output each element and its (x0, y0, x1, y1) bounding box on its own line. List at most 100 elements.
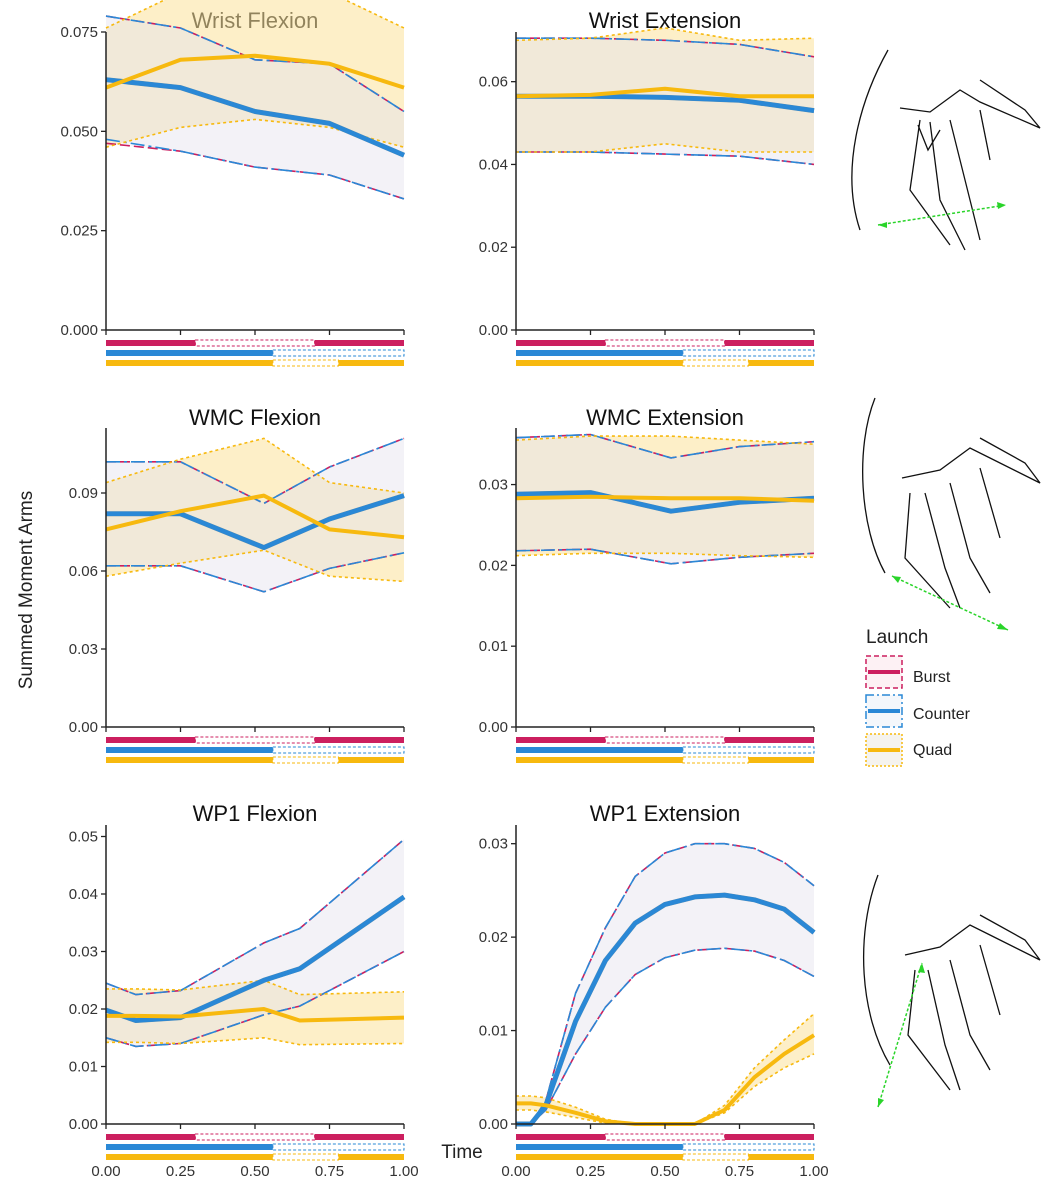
phase-bar-burst-solid (516, 737, 606, 743)
legend-label-quad: Quad (913, 742, 952, 759)
bound-upper-quad (515, 435, 815, 445)
phase-bar-counter-dashed (682, 349, 815, 357)
pterosaur-skeleton-wp1-axis-icon (862, 874, 1041, 1108)
mean-line-counter (105, 77, 405, 158)
x-tick-label: 0.75 (315, 1163, 344, 1179)
bound-lower-counter (105, 950, 405, 1048)
y-axis-title: Summed Moment Arms (16, 491, 37, 690)
x-tick-label: 0.25 (166, 1163, 195, 1179)
legend-item-burst: Burst (865, 655, 951, 689)
phase-bar-quad-solid (338, 757, 404, 763)
phase-bar-quad-solid (338, 1154, 404, 1160)
y-tick-label: 0.01 (479, 1023, 508, 1040)
phase-bar-quad-dashed (272, 1153, 339, 1161)
y-tick-label: 0.075 (60, 24, 98, 41)
band-counter (516, 38, 814, 165)
bound-upper-quad (106, 979, 405, 996)
phase-bar-burst-solid (724, 340, 814, 346)
y-tick-label: 0.03 (69, 944, 98, 961)
phase-bar-quad-solid (106, 757, 273, 763)
phase-bar-quad-dashed (682, 359, 749, 367)
phase-bar-burst-dashed (194, 736, 316, 744)
x-tick-label: 0.25 (576, 1163, 605, 1179)
legend-item-counter: Counter (865, 694, 971, 728)
phase-bar-burst-dashed (194, 1133, 316, 1141)
band-burst (106, 839, 404, 1047)
phase-bar-quad-solid (106, 360, 273, 366)
bound-upper-quad (105, 437, 405, 494)
bound-upper-counter (515, 433, 815, 459)
panel-wp1-flexion: WP1 Flexion 0.00 0.01 0.02 0.03 0.04 0.05 0.00 0… (69, 801, 419, 1179)
y-tick-label: 0.025 (60, 223, 98, 240)
phase-bar-quad-solid (748, 757, 814, 763)
phase-bar-quad-dashed (272, 359, 339, 367)
band-counter (106, 839, 404, 1047)
phase-bar-burst-dashed (604, 1133, 726, 1141)
panel-wmc-flexion: WMC Flexion 0.00 0.03 0.06 0.09 (69, 405, 405, 764)
phase-bar-quad-dashed (272, 756, 339, 764)
x-tick-label: 0.00 (91, 1163, 120, 1179)
phase-bar-counter-dashed (682, 746, 815, 754)
bound-lower-counter (106, 552, 405, 593)
x-tick-label: 1.00 (799, 1163, 828, 1179)
bound-upper-counter (106, 437, 405, 505)
y-tick-label: 0.09 (69, 485, 98, 502)
phase-bar-quad-solid (106, 1154, 273, 1160)
x-tick-label: 0.50 (240, 1163, 269, 1179)
y-tick-label: 0.04 (69, 886, 98, 903)
phase-bar-counter-solid (516, 1144, 683, 1150)
y-tick-label: 0.02 (69, 1001, 98, 1018)
mean-line-quad (515, 494, 815, 503)
phase-bar-burst-solid (106, 737, 196, 743)
legend: Launch Burst Counter Quad (865, 627, 971, 767)
bound-upper-counter (105, 838, 405, 996)
phase-bar-quad-solid (516, 1154, 683, 1160)
bound-lower-quad (515, 552, 815, 559)
y-tick-label: 0.02 (479, 239, 508, 256)
phase-bar-counter-dashed (272, 1143, 405, 1151)
y-tick-label: 0.000 (60, 322, 98, 339)
phase-bar-burst-dashed (194, 339, 316, 347)
bound-lower-quad (106, 1036, 405, 1046)
band-quad (106, 438, 404, 582)
legend-item-quad: Quad (865, 733, 952, 767)
y-tick-label: 0.03 (69, 641, 98, 658)
phase-bar-counter-dashed (272, 349, 405, 357)
phase-bar-burst-dashed (604, 339, 726, 347)
band-counter (106, 438, 404, 592)
chart-title: WMC Extension (586, 405, 744, 430)
mean-line-quad (515, 86, 814, 99)
phase-bar-counter-dashed (272, 746, 405, 754)
y-tick-label: 0.06 (479, 74, 508, 91)
y-tick-label: 0.05 (69, 829, 98, 846)
x-axis-title: Time (441, 1142, 483, 1163)
phase-bar-quad-dashed (682, 756, 749, 764)
legend-label-counter: Counter (913, 706, 971, 723)
bound-lower-burst (516, 947, 815, 1125)
chart-title: WP1 Flexion (193, 801, 318, 826)
chart-title: WP1 Extension (590, 801, 740, 826)
phase-bar-quad-solid (516, 360, 683, 366)
y-tick-label: 0.00 (479, 1116, 508, 1133)
phase-bar-counter-solid (516, 747, 683, 753)
x-tick-label: 0.50 (650, 1163, 679, 1179)
phase-bar-counter-solid (106, 1144, 273, 1150)
y-tick-label: 0.03 (479, 836, 508, 853)
band-quad (106, 980, 404, 1045)
y-tick-label: 0.02 (479, 557, 508, 574)
phase-bar-quad-solid (748, 360, 814, 366)
pterosaur-skeleton-wmc-axis-icon (862, 397, 1041, 631)
phase-bar-burst-solid (314, 340, 404, 346)
phase-bar-counter-solid (106, 350, 273, 356)
y-tick-label: 0.04 (479, 156, 508, 173)
mean-line-quad (105, 493, 405, 540)
axis-arrow (891, 575, 1009, 631)
band-burst (106, 438, 404, 592)
mean-line-quad (105, 53, 405, 90)
phase-bar-quad-solid (338, 360, 404, 366)
phase-bar-burst-solid (314, 1134, 404, 1140)
legend-label-burst: Burst (913, 669, 951, 686)
y-tick-label: 0.00 (479, 322, 508, 339)
